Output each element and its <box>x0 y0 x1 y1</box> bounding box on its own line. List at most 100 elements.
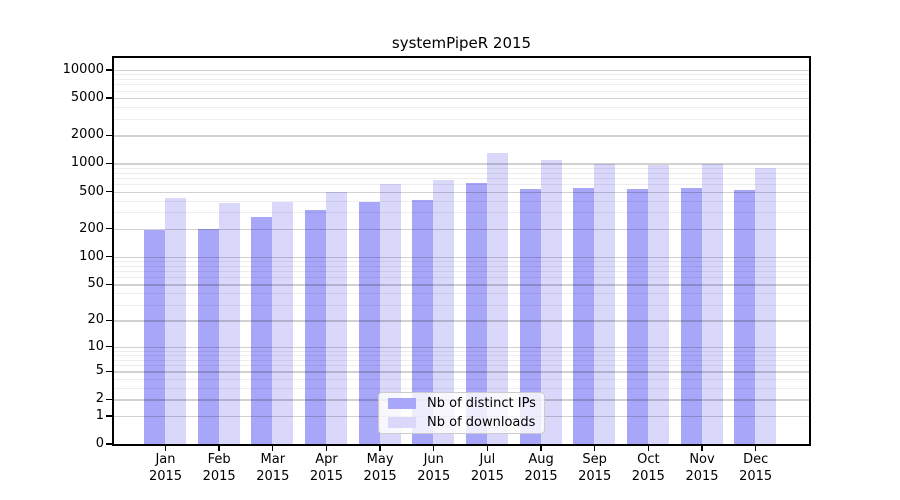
x-tick-label-aug: Aug 2015 <box>501 452 581 485</box>
y-tick-mark <box>106 190 113 193</box>
y-tick-mark <box>106 443 113 445</box>
x-tick-year: 2015 <box>470 468 504 484</box>
y-tick-mark <box>106 97 113 99</box>
y-tick-mark <box>106 283 113 286</box>
bar-downloads-dec <box>755 168 777 444</box>
x-tick-year: 2015 <box>363 468 397 484</box>
legend: Nb of distinct IPs Nb of downloads <box>378 392 545 434</box>
x-tick-mark <box>325 445 328 451</box>
bar-distinct-ips-aug <box>519 188 541 444</box>
bar-downloads-mar <box>272 202 294 444</box>
y-tick-label: 1000 <box>70 155 104 171</box>
y-tick-mark <box>106 134 113 137</box>
bar-downloads-apr <box>325 192 347 444</box>
bar-distinct-ips-apr <box>304 209 326 444</box>
legend-label-distinct-ips: Nb of distinct IPs <box>427 396 536 412</box>
x-tick-mark <box>218 445 220 451</box>
y-tick-label: 5000 <box>70 90 104 106</box>
bar-distinct-ips-dec <box>734 189 756 444</box>
x-tick-mark <box>164 445 167 451</box>
x-tick-year: 2015 <box>202 468 236 484</box>
legend-swatch-distinct-ips <box>388 398 416 410</box>
x-tick-mark <box>647 445 650 451</box>
y-tick-mark <box>106 69 113 71</box>
x-tick-label-nov: Nov 2015 <box>662 452 742 485</box>
y-tick-label: 10000 <box>62 61 104 77</box>
x-tick-year: 2015 <box>739 468 773 484</box>
plot-inner: Nb of distinct IPs Nb of downloads <box>114 58 809 444</box>
y-tick-label: 200 <box>79 220 104 236</box>
x-tick-mark <box>540 445 542 451</box>
x-tick-mark <box>486 445 489 451</box>
bar-downloads-feb <box>218 202 240 444</box>
legend-label-downloads: Nb of downloads <box>427 414 536 430</box>
bar-downloads-may <box>379 184 401 444</box>
bar-distinct-ips-may <box>358 202 380 444</box>
y-tick-label: 10 <box>87 338 104 354</box>
y-tick-mark <box>106 227 113 230</box>
bar-distinct-ips-jan <box>144 229 165 444</box>
x-tick-label-jul: Jul 2015 <box>447 452 527 485</box>
bar-downloads-sep <box>594 164 616 444</box>
y-tick-label: 0 <box>95 436 104 451</box>
plot-area: Nb of distinct IPs Nb of downloads <box>112 56 811 446</box>
bar-distinct-ips-sep <box>573 188 595 444</box>
y-tick-label: 20 <box>87 312 104 328</box>
legend-swatch-downloads <box>388 416 416 428</box>
bar-distinct-ips-jul <box>465 183 487 444</box>
x-tick-label-apr: Apr 2015 <box>286 452 366 485</box>
y-tick-mark <box>106 415 113 417</box>
legend-item-downloads: Nb of downloads <box>388 415 535 431</box>
x-tick-label-sep: Sep 2015 <box>555 452 635 485</box>
x-tick-label-mar: Mar 2015 <box>233 452 313 485</box>
x-tick-year: 2015 <box>578 468 612 484</box>
x-tick-mark <box>433 445 435 451</box>
bar-downloads-jan <box>165 197 186 444</box>
y-tick-mark <box>106 370 113 372</box>
bar-distinct-ips-mar <box>251 216 273 444</box>
x-tick-year: 2015 <box>309 468 343 484</box>
x-tick-label-jun: Jun 2015 <box>394 452 474 485</box>
x-tick-year: 2015 <box>685 468 719 484</box>
y-tick-label: 500 <box>79 183 104 199</box>
x-tick-mark <box>379 445 381 451</box>
x-tick-year: 2015 <box>524 468 558 484</box>
x-tick-year: 2015 <box>417 468 451 484</box>
bars-layer <box>114 58 809 444</box>
y-tick-label: 50 <box>87 276 104 292</box>
bar-distinct-ips-feb <box>197 228 219 444</box>
y-tick-label: 5 <box>95 363 104 379</box>
bar-downloads-jul <box>486 152 508 444</box>
x-tick-mark <box>754 445 757 451</box>
y-tick-mark <box>106 398 113 401</box>
chart-title: systemPipeR 2015 <box>391 34 532 52</box>
legend-item-distinct-ips: Nb of distinct IPs <box>388 396 536 412</box>
x-tick-label-jan: Jan 2015 <box>126 452 206 485</box>
x-tick-year: 2015 <box>148 468 183 484</box>
y-tick-mark <box>106 255 113 258</box>
bar-downloads-aug <box>540 160 562 444</box>
x-tick-label-oct: Oct 2015 <box>608 452 688 485</box>
y-tick-label: 2 <box>95 391 104 407</box>
x-tick-year: 2015 <box>256 468 290 484</box>
bar-distinct-ips-nov <box>680 187 702 444</box>
y-tick-label: 1 <box>95 407 104 423</box>
y-tick-label: 2000 <box>70 127 104 143</box>
bar-downloads-nov <box>701 164 723 444</box>
bar-downloads-oct <box>647 165 669 444</box>
y-tick-mark <box>106 162 113 165</box>
x-tick-label-may: May 2015 <box>340 452 420 485</box>
bar-distinct-ips-oct <box>626 188 648 444</box>
x-tick-mark <box>272 445 274 451</box>
x-tick-label-dec: Dec 2015 <box>716 452 796 485</box>
x-tick-mark <box>701 445 703 451</box>
x-tick-label-feb: Feb 2015 <box>179 452 259 485</box>
x-tick-mark <box>594 445 596 451</box>
bar-distinct-ips-jun <box>412 200 434 444</box>
bar-downloads-jun <box>433 180 455 444</box>
y-tick-mark <box>106 345 113 348</box>
y-tick-label: 100 <box>79 248 104 264</box>
x-tick-year: 2015 <box>631 468 665 484</box>
y-tick-mark <box>106 319 113 322</box>
